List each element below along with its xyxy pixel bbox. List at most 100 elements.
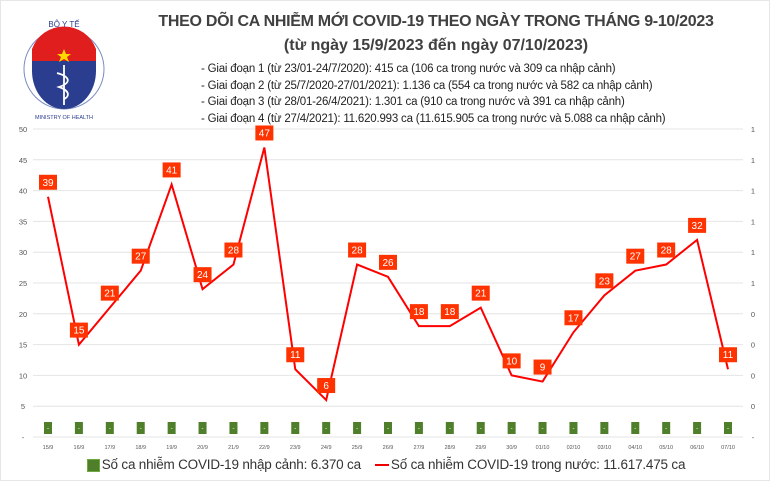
x-axis-tick: 01/10 [536,445,550,451]
x-axis-tick: 06/10 [690,445,704,451]
x-axis-tick: 02/10 [567,445,581,451]
data-label-box [193,267,212,283]
legend-item-imported: Số ca nhiễm COVID-19 nhập cảnh: 6.370 ca [86,457,361,472]
logo-text-bottom: MINISTRY OF HEALTH [35,115,93,121]
data-label-box [224,242,243,258]
data-label: 28 [661,246,673,257]
data-label-box [379,254,397,270]
imported-bar [198,422,207,434]
data-label-box [131,248,150,264]
data-label: 18 [413,307,425,318]
left-axis-tick: 25 [19,279,27,288]
x-axis-tick: 30/9 [506,445,517,451]
note-phase-3: - Giai đoạn 3 (từ 28/01-26/4/2021): 1.30… [201,96,625,108]
imported-bar-label: - [542,426,544,432]
data-label: 11 [723,350,734,361]
caduceus-icon [56,65,69,105]
imported-bar [136,422,145,434]
right-axis-tick: 1 [751,156,755,165]
imported-bar [538,422,547,434]
imported-bar-label: - [140,426,142,432]
x-axis-tick: 17/9 [104,445,115,451]
imported-bar [476,422,485,434]
data-label-box [595,273,614,289]
imported-bar [631,422,640,434]
data-label-box [502,353,521,369]
imported-bar [600,422,609,434]
data-label: 32 [692,221,704,232]
imported-bar [414,422,423,434]
chart-subtitle: (từ ngày 15/9/2023 đến ngày 07/10/2023) [283,37,589,54]
imported-bar [724,422,732,434]
imported-bar-label: - [78,426,80,432]
data-label-box [100,285,119,301]
note-phase-4: - Giai đoạn 4 (từ 27/4/2021): 11.620.993… [201,112,666,125]
x-axis-tick: 16/9 [74,445,85,451]
data-label: 15 [73,326,85,337]
imported-bar-label: - [634,426,636,432]
domestic-line [47,147,729,403]
imported-bar-label: - [696,426,698,432]
chart-title: THEO DÕI CA NHIỄM MỚI COVID-19 THEO NGÀY… [158,13,714,30]
imported-bar [44,422,52,434]
data-label: 28 [352,246,364,257]
data-label: 9 [540,363,546,374]
data-label: 27 [135,252,147,263]
imported-bar [569,422,578,434]
legend-swatch-line [374,464,389,467]
imported-bar [322,422,331,434]
right-axis-tick: 1 [751,248,755,257]
data-label: 17 [568,313,580,324]
imported-bar-label: - [202,426,204,432]
left-axis-tick: 30 [19,248,27,257]
imported-bar [260,422,269,434]
data-label-box [440,304,459,320]
left-axis-tick: 45 [19,156,27,165]
data-label: 6 [323,381,329,392]
legend: Số ca nhiễm COVID-19 nhập cảnh: 6.370 ca… [1,457,769,472]
x-axis-tick: 27/9 [414,445,425,451]
data-label: 23 [599,276,611,287]
imported-bar-label: - [511,426,513,432]
right-axis-tick: 0 [751,310,755,319]
left-axis-tick: 20 [19,310,27,319]
data-label-box [657,242,676,258]
imported-bar-label: - [418,426,420,432]
legend-item-domestic: Số ca nhiễm COVID-19 trong nước: 11.617.… [374,457,686,472]
right-axis-tick: 0 [751,402,755,411]
star-icon [57,49,71,62]
left-axis-tick: 15 [19,341,27,350]
left-axis-tick: 40 [19,187,27,196]
imported-bar-label: - [294,426,296,432]
left-axis-tick: 35 [19,217,27,226]
x-axis-tick: 18/9 [135,445,146,451]
legend-label-domestic: Số ca nhiễm COVID-19 trong nước: 11.617.… [390,457,686,472]
imported-bar [167,422,176,434]
imported-bar [229,422,238,434]
data-label-box [286,347,305,363]
left-axis-tick: - [22,433,25,442]
imported-bar [445,422,454,434]
x-axis-tick: 24/9 [321,445,332,451]
phase-notes: - Giai đoạn 1 (từ 23/01-24/7/2020): 415 … [201,61,666,127]
imported-bar-label: - [109,426,111,432]
x-axis-tick: 21/9 [228,445,239,451]
x-axis-tick: 03/10 [597,445,611,451]
data-label: 41 [166,165,178,176]
data-label-box [564,310,583,326]
imported-bar-label: - [572,426,574,432]
imported-bar [291,422,300,434]
data-label: 21 [104,289,116,300]
data-label-box [162,162,181,178]
data-label-box [626,248,645,264]
imported-bar [353,422,362,434]
x-axis-tick: 05/10 [659,445,673,451]
left-axis-tick: 10 [19,371,27,380]
ministry-logo: BỘ Y TẾ MINISTRY OF HEALTH [23,19,105,121]
right-axis-tick: 0 [751,371,755,380]
imported-bar [662,422,671,434]
x-axis-tick: 23/9 [290,445,301,451]
data-label: 21 [475,289,487,300]
